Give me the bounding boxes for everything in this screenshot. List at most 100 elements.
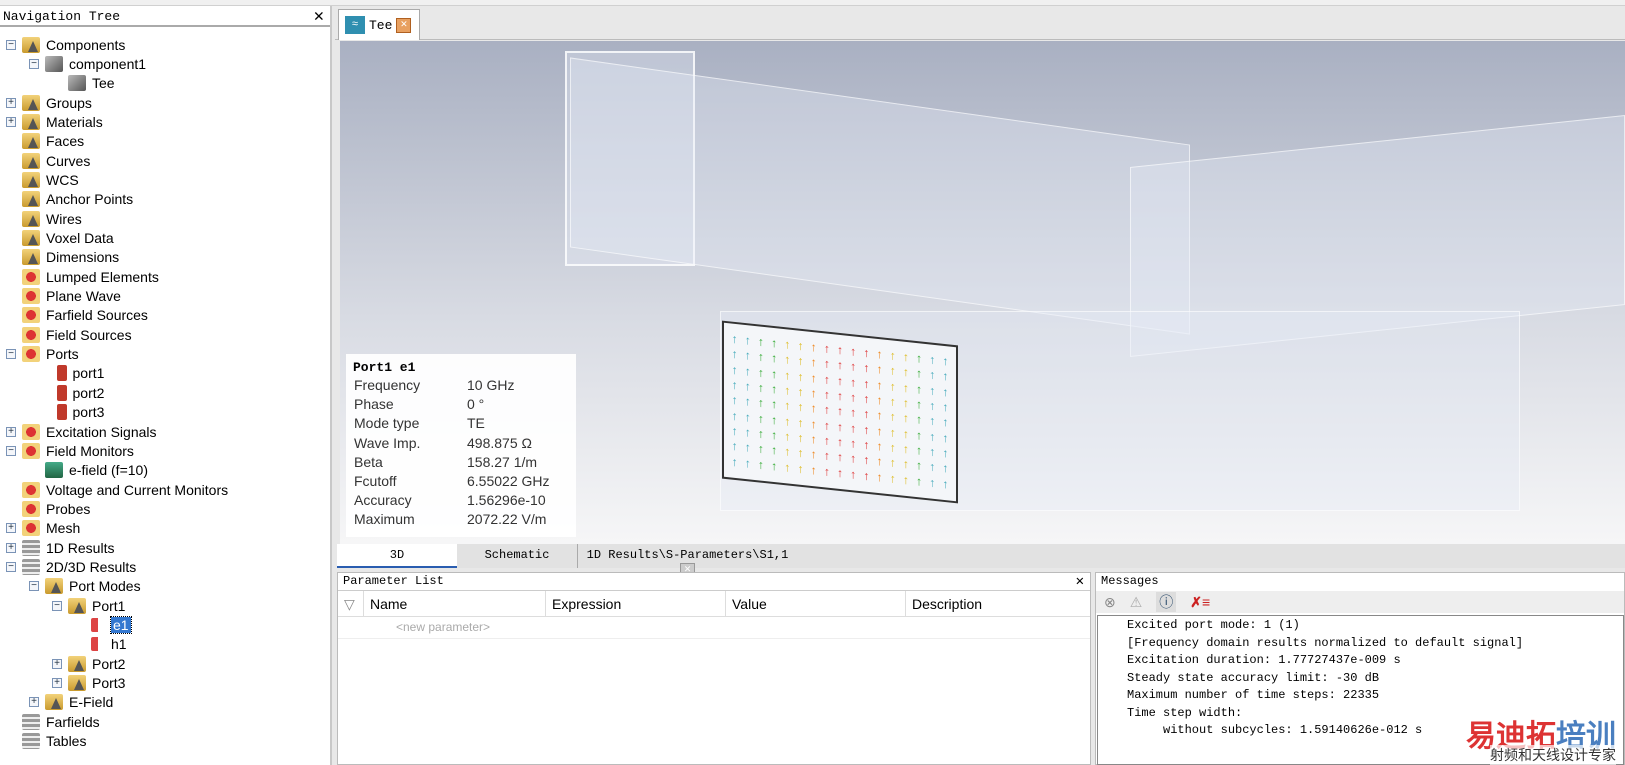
tree-item[interactable]: + Groups [6,93,92,112]
expand-icon[interactable]: + [6,116,16,127]
collapse-icon[interactable]: − [6,349,16,360]
tree-item[interactable]: + Port3 [52,674,125,693]
field-arrow: ↑ [942,353,949,369]
field-arrow: ↑ [771,351,778,366]
tree-item[interactable]: Voltage and Current Monitors [6,480,228,499]
info-row: Wave Imp. 498.875 Ω [346,435,576,454]
tree-item[interactable]: Voxel Data [6,229,114,248]
tab-label: 1D Results\S-Parameters\S1,1 [586,548,789,562]
tree-item[interactable]: Field Sources [6,325,132,344]
folder-icon [22,191,40,208]
tree-item[interactable]: port1 [41,364,104,383]
column-name[interactable]: Name [364,591,546,616]
3d-view[interactable]: ↑ ↑ ↑ ↑ ↑ ↑ ↑ ↑ ↑ ↑ ↑ ↑ ↑ ↑ ↑ ↑ ↑ ↑ ↑ ↑ ↑ ↑ ↑ ↑ ↑ ↑ ↑ ↑ ↑ ↑ ↑ ↑ ↑ ↑ ↑ ↑ ↑ ↑ ↑ ↑… [340,41,1625,544]
info-key: Beta [354,453,383,470]
column-description[interactable]: Description [912,596,983,612]
tree-item[interactable]: − Field Monitors [6,441,134,460]
tree-item[interactable]: + Materials [6,112,103,131]
collapse-icon[interactable]: − [29,581,39,592]
clear-messages-icon[interactable]: ✗≡ [1190,593,1211,610]
expand-icon[interactable]: + [6,426,16,437]
tree-item[interactable]: port2 [41,383,104,402]
arrows-icon [91,637,105,652]
field-arrow: ↑ [902,364,909,380]
tree-item[interactable]: Plane Wave [6,287,121,306]
field-arrow: ↑ [810,339,817,355]
tree-item[interactable]: − Port1 [52,596,125,615]
expand-icon[interactable]: + [52,678,62,689]
field-arrow: ↑ [784,459,791,475]
tree-item[interactable]: e-field (f=10) [29,461,148,480]
tree-item[interactable]: Lumped Elements [6,267,159,286]
column-value[interactable]: Value [726,591,906,616]
tree-item[interactable]: Faces [6,132,84,151]
folder-icon [22,152,40,169]
tree-item[interactable]: h1 [75,635,127,654]
tree-item[interactable]: Farfields [6,712,100,731]
collapse-icon[interactable]: − [6,561,16,572]
collapse-icon[interactable]: − [52,600,62,611]
expand-icon[interactable]: + [6,523,16,534]
message-line: Steady state accuracy limit: -30 dB [1127,670,1380,685]
tree-item-label: e-field (f=10) [69,462,148,479]
close-tab-icon[interactable]: ✕ [396,17,412,33]
field-arrow: ↑ [850,405,857,421]
tree-item[interactable]: − 2D/3D Results [6,557,136,576]
collapse-icon[interactable]: − [6,39,16,50]
tab-tee[interactable]: ≈ Tee ✕ [338,9,420,40]
tree-item[interactable]: − Port Modes [29,577,141,596]
expand-icon[interactable]: + [29,697,39,708]
field-arrow: ↑ [916,427,923,443]
warning-filter-icon[interactable]: ⚠ [1129,593,1143,610]
tree-item[interactable]: Anchor Points [6,190,133,209]
field-arrow: ↑ [863,360,870,376]
tab-schematic[interactable]: Schematic [484,548,550,562]
tree-item[interactable]: Probes [6,499,90,518]
tree-item[interactable]: + Mesh [6,519,80,538]
field-arrow: ↑ [771,458,778,474]
tree-item[interactable]: port3 [41,403,104,422]
gear-icon [22,442,40,459]
field-arrow: ↑ [797,384,804,400]
tree-item[interactable]: e1 [75,616,132,635]
expand-icon[interactable]: + [6,97,16,108]
tree-item-label: Materials [46,113,103,130]
expand-icon[interactable]: + [52,658,62,669]
field-arrow: ↑ [757,426,764,441]
info-row: Mode type TE [346,415,576,434]
tree-item[interactable]: − component1 [29,54,146,73]
gear-icon [22,500,40,517]
info-filter-icon[interactable]: ⓘ [1156,592,1177,612]
column-expression[interactable]: Expression [546,591,726,616]
tree-item-label: Voltage and Current Monitors [46,481,229,498]
messages-title: Messages [1096,573,1624,591]
field-arrow: ↑ [731,377,738,393]
close-icon[interactable]: ✕ [1075,574,1084,590]
tree-item[interactable]: + E-Field [29,693,113,712]
tree-item-label: 1D Results [46,539,115,556]
new-parameter-row[interactable]: <new parameter> [338,617,1090,639]
message-line: without subcycles: 1.59140626e-012 s [1127,723,1423,737]
close-icon[interactable]: ✕ [313,8,324,27]
error-filter-icon[interactable]: ⊗ [1104,593,1116,610]
expand-icon[interactable]: + [6,542,16,553]
tab-s11[interactable]: 1D Results\S-Parameters\S1,1 ✕ [577,544,797,578]
tree-item[interactable]: − Components [6,35,125,54]
tree-item[interactable]: + Port2 [52,654,125,673]
tree-item[interactable]: Curves [6,151,90,170]
tree-item[interactable]: WCS [6,170,79,189]
tab-3d[interactable]: 3D [337,544,457,568]
tree-item[interactable]: Wires [6,209,82,228]
filter-icon[interactable]: ▽ [338,591,364,616]
port-mode-field-plot: ↑ ↑ ↑ ↑ ↑ ↑ ↑ ↑ ↑ ↑ ↑ ↑ ↑ ↑ ↑ ↑ ↑ ↑ ↑ ↑ ↑ ↑ ↑ ↑ ↑ ↑ ↑ ↑ ↑ ↑ ↑ ↑ ↑ ↑ ↑ ↑ ↑ ↑ ↑ ↑… [722,320,958,504]
tree-item[interactable]: Tables [6,732,86,751]
tree-item[interactable]: − Ports [6,345,79,364]
collapse-icon[interactable]: − [6,445,16,456]
tree-item[interactable]: Dimensions [6,248,119,267]
tree-item[interactable]: Tee [52,74,115,93]
tree-item[interactable]: +1D Results [6,538,114,557]
collapse-icon[interactable]: − [29,58,39,69]
field-arrow: ↑ [797,353,804,369]
tree-item[interactable]: + Excitation Signals [6,422,157,441]
tree-item[interactable]: Farfield Sources [6,306,148,325]
